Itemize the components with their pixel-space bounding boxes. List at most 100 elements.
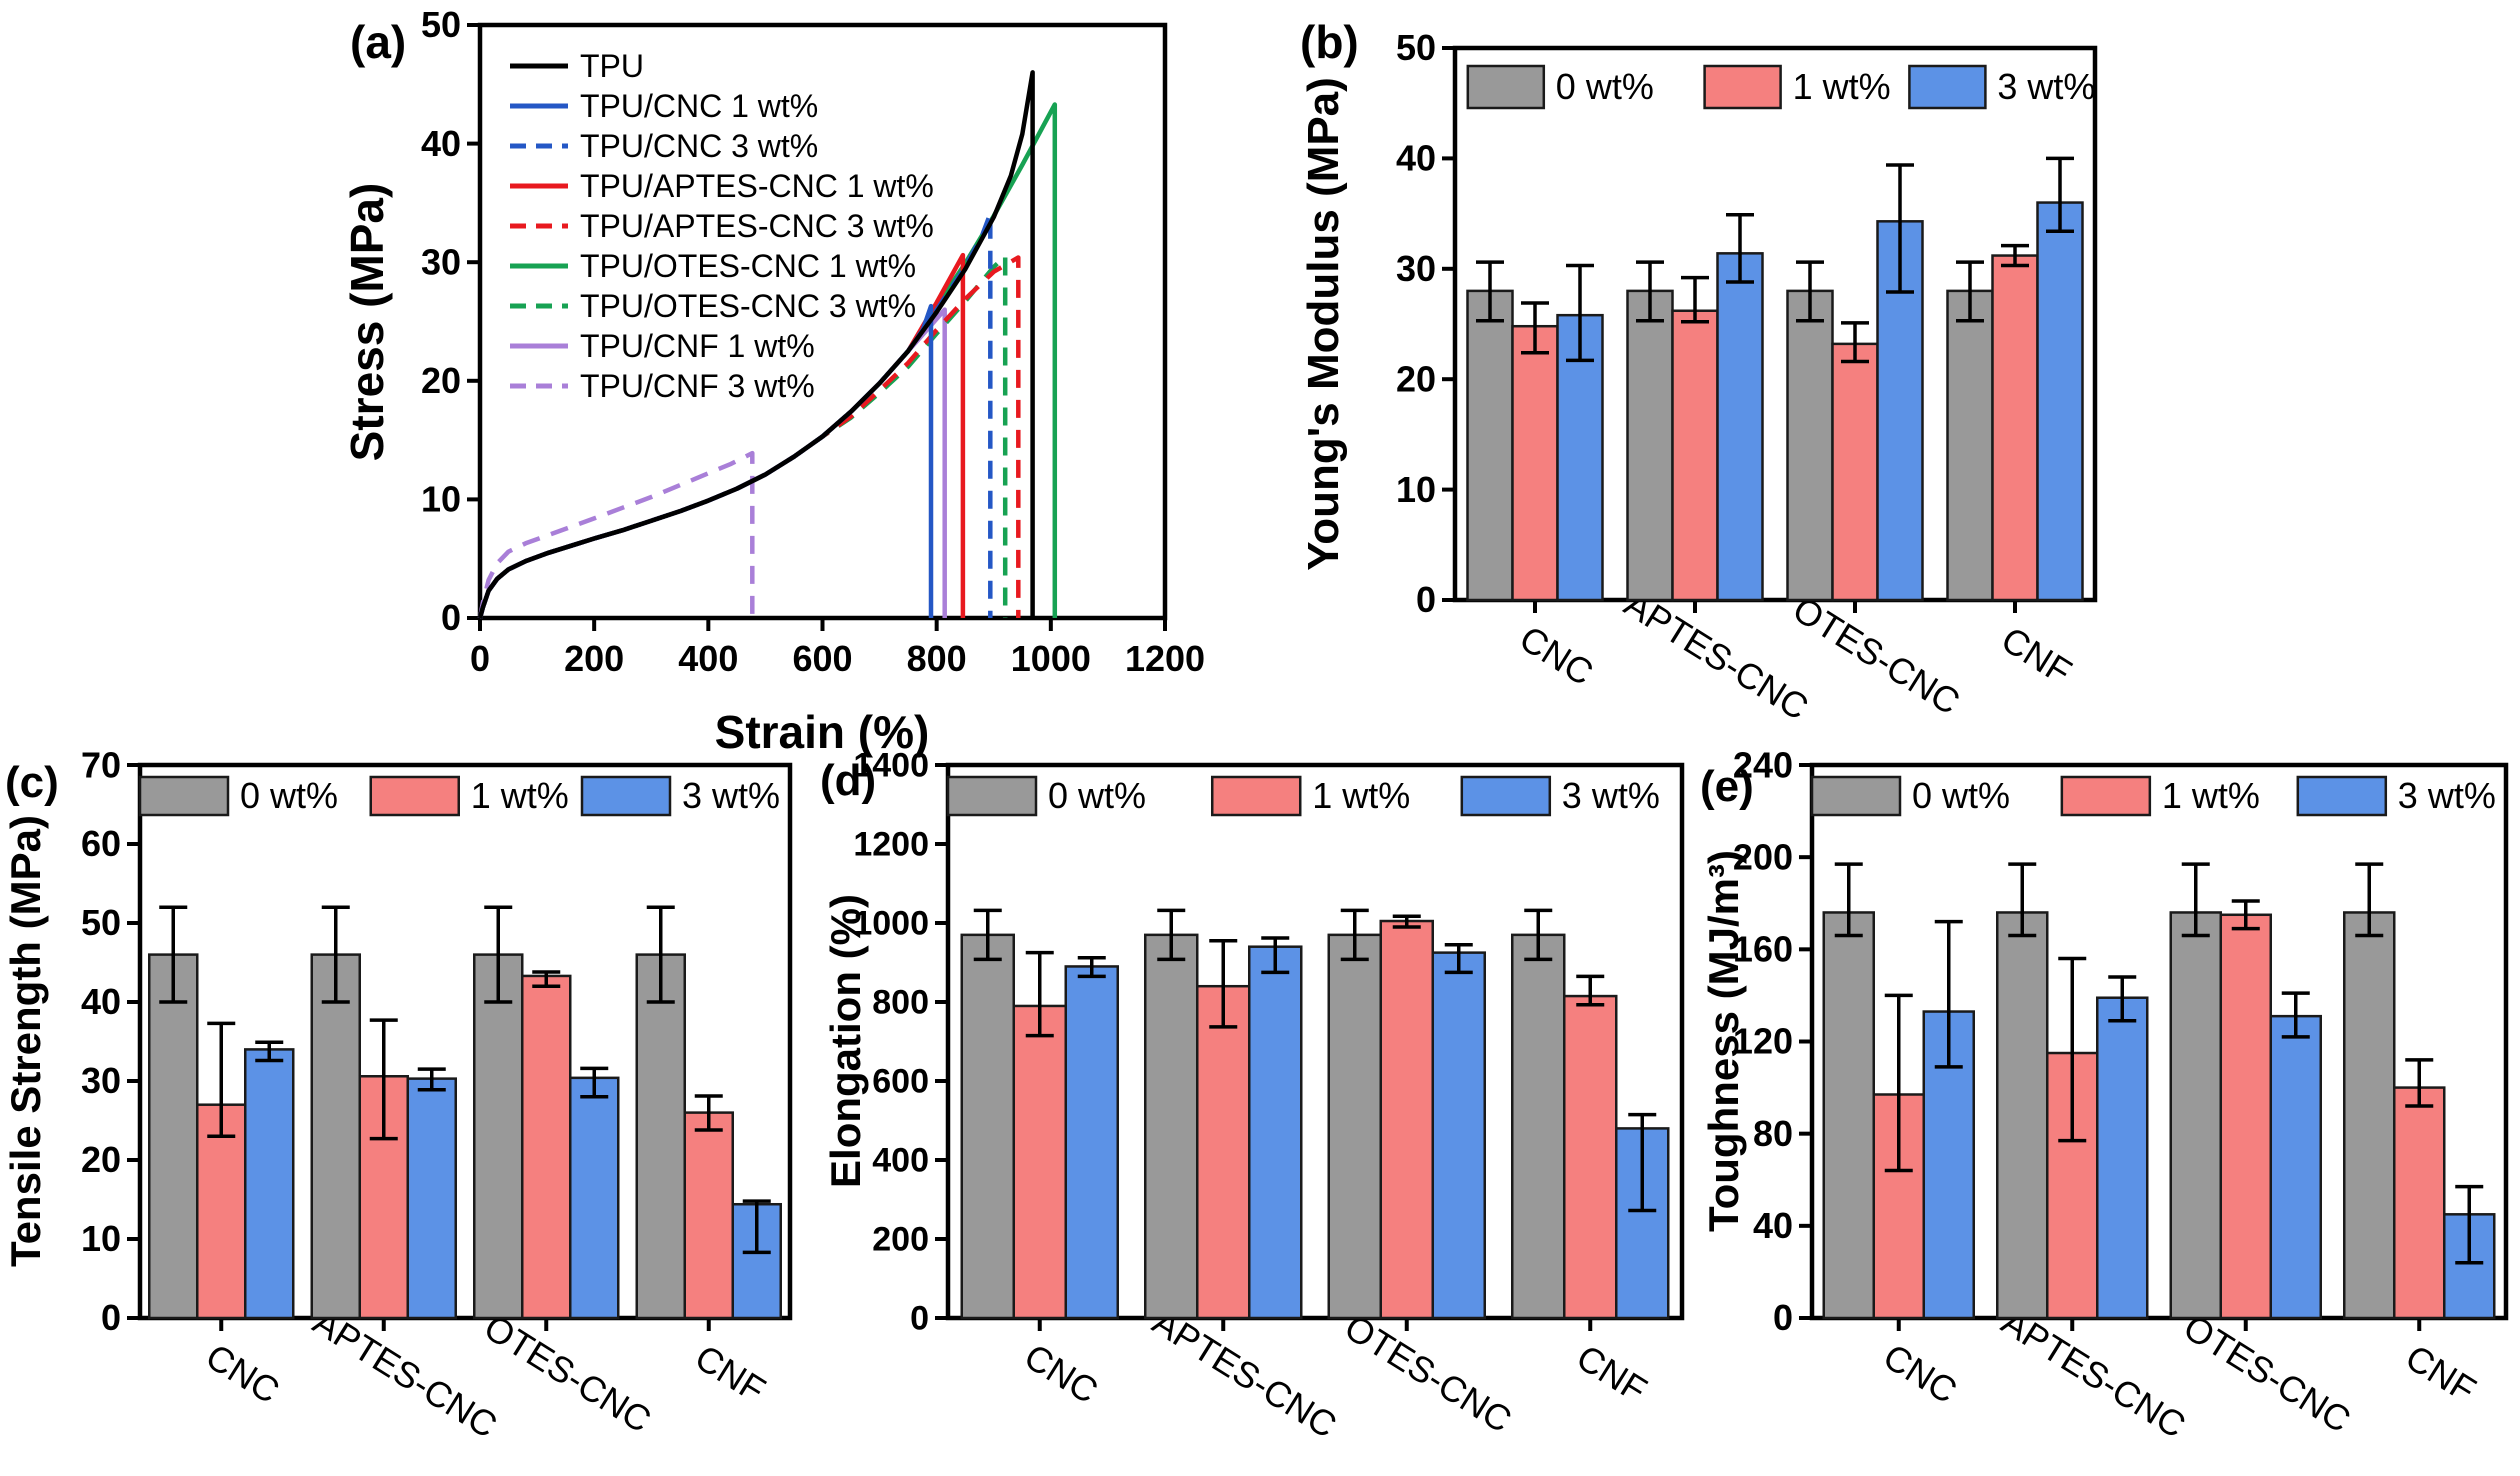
panel-d-elongation: 0 200 400 600 800 1000 1200 1400 (d) Elongation (… [820, 745, 1700, 1476]
category-label: OTES-CNC [477, 1306, 658, 1440]
stress-strain-chart: 0 10 20 30 40 50 (a) Stress (MPa) 0 200 400 600 800 1… [341, 4, 1205, 758]
bar-aptes-cnc-0wt% [310, 953, 361, 1320]
panel-letter: (c) [5, 758, 59, 807]
bar-otes-cnc-3wt% [1431, 951, 1486, 1320]
y-tick-label: 800 [872, 984, 929, 1022]
category-label: CNC [1876, 1335, 1964, 1411]
legend-label: 0 wt% [240, 775, 338, 816]
bar-cnf-3wt% [2443, 1213, 2496, 1320]
panel-letter: (d) [820, 756, 876, 805]
panel-b-youngs-modulus: 0 10 20 30 40 50 (b) Young's Modulus (MPa) CNC AP… [1260, 0, 2520, 745]
legend-swatch-1wt% [1703, 64, 1782, 110]
category-label: CNF [1570, 1336, 1654, 1410]
legend-label: TPU/CNC 1 wt% [580, 88, 818, 124]
y-tick-label: 240 [1733, 744, 1793, 785]
bar-otes-cnc-1wt% [521, 974, 572, 1320]
legend-label: 3 wt% [2398, 775, 2496, 816]
y-tick-label: 160 [1733, 929, 1793, 970]
bar-aptes-cnc-0wt% [1626, 289, 1674, 602]
legend-label: TPU/APTES-CNC 1 wt% [580, 168, 934, 204]
category-label: CNC [199, 1335, 287, 1411]
y-tick-label: 0 [1773, 1297, 1793, 1338]
tensile-strength-chart: 0 10 20 30 40 50 60 70 (c) Tensile Strength (MPa)… [2, 744, 793, 1446]
y-tick-label: 10 [81, 1218, 121, 1259]
legend-swatch-0wt% [1810, 775, 1902, 817]
bar-cnc-0wt% [148, 953, 199, 1320]
y-tick-label: 0 [101, 1297, 121, 1338]
y-tick-label: 10 [1396, 469, 1436, 510]
y-tick-label: 30 [81, 1060, 121, 1101]
category-label: CNF [688, 1336, 772, 1410]
bar-otes-cnc-3wt% [569, 1076, 620, 1320]
bar-otes-cnc-1wt% [2219, 913, 2272, 1320]
y-tick-label: 600 [872, 1063, 929, 1101]
category-label: APTES-CNC [1618, 583, 1816, 728]
plot-frame [945, 762, 1685, 1321]
category-label: CNC [1017, 1335, 1105, 1411]
category-label: OTES-CNC [2177, 1306, 2358, 1440]
legend-label: 1 wt% [1312, 775, 1410, 816]
x-tick-label: 0 [470, 638, 490, 679]
legend-label: TPU/CNF 1 wt% [580, 328, 815, 364]
category-label: APTES-CNC [1146, 1301, 1344, 1446]
bar-cnc-0wt% [960, 933, 1015, 1320]
legend-label: 1 wt% [1793, 66, 1891, 107]
youngs-modulus-chart: 0 10 20 30 40 50 (b) Young's Modulus (MPa) CNC AP… [1299, 16, 2098, 728]
legend-swatch-0wt% [138, 775, 230, 817]
plot-frame [1452, 45, 2098, 603]
legend-label: TPU/OTES-CNC 3 wt% [580, 288, 916, 324]
legend-label: 0 wt% [1556, 66, 1654, 107]
legend-label: 3 wt% [1562, 775, 1660, 816]
legend-swatch-3wt% [2296, 775, 2388, 817]
bar-cnc-1wt% [196, 1103, 247, 1320]
y-tick-label: 400 [872, 1142, 929, 1180]
curve-tpu-aptes-cnc-3-wt- [477, 255, 1021, 619]
x-tick-label: 1200 [1125, 638, 1205, 679]
bar-otes-cnc-0wt% [473, 953, 524, 1320]
y-axis-title: Tensile Strength (MPa) [2, 815, 49, 1267]
panel-a-stress-strain: 0 10 20 30 40 50 (a) Stress (MPa) 0 200 400 600 800 1… [0, 0, 1260, 770]
bar-cnc-0wt% [1822, 911, 1875, 1320]
legend-label: 3 wt% [682, 775, 780, 816]
legend-label: TPU/CNF 3 wt% [580, 368, 815, 404]
panel-e-toughness: 0 40 80 120 160 200 240 (e) Toughness (MJ/m³) CNC… [1700, 744, 2520, 1476]
legend-label: TPU/CNC 3 wt% [580, 128, 818, 164]
y-tick-label: 60 [81, 823, 121, 864]
y-tick-label: 80 [1753, 1113, 1793, 1154]
bar-aptes-cnc-1wt% [1196, 984, 1251, 1320]
x-tick-label: 800 [907, 638, 967, 679]
x-tick-label: 400 [678, 638, 738, 679]
legend-label: 1 wt% [2162, 775, 2260, 816]
legend-swatch-3wt% [1908, 64, 1987, 110]
elongation-chart: 0 200 400 600 800 1000 1200 1400(d) Elongation (… [820, 747, 1685, 1446]
panel-letter: (e) [1700, 762, 1754, 811]
bar-cnf-1wt% [1991, 254, 2039, 602]
bar-cnc-3wt% [1064, 965, 1119, 1320]
y-tick-label: 40 [1753, 1205, 1793, 1246]
legend-swatch-3wt% [1460, 775, 1552, 817]
bar-cnf-1wt% [2393, 1086, 2446, 1320]
y-tick-label: 30 [1396, 248, 1436, 289]
y-tick-label: 0 [1416, 579, 1436, 620]
x-axis-title: Strain (%) [715, 706, 930, 758]
y-tick-label: 40 [1396, 138, 1436, 179]
bar-aptes-cnc-3wt% [1248, 945, 1303, 1320]
panel-letter: (b) [1300, 16, 1359, 68]
bar-aptes-cnc-1wt% [1671, 309, 1719, 602]
y-tick-label: 40 [81, 981, 121, 1022]
y-axis-title: Toughness (MJ/m³) [1700, 850, 1747, 1232]
bar-aptes-cnc-3wt% [1716, 252, 1764, 602]
bar-cnf-0wt% [635, 953, 686, 1320]
y-tick-label: 1200 [853, 826, 929, 864]
legend-swatch-1wt% [2060, 775, 2152, 817]
legend-swatch-3wt% [580, 775, 672, 817]
bar-aptes-cnc-3wt% [2096, 996, 2149, 1320]
legend-label: TPU/APTES-CNC 3 wt% [580, 208, 934, 244]
legend-label: 1 wt% [471, 775, 569, 816]
y-tick-label: 50 [1396, 27, 1436, 68]
bar-cnf-0wt% [1946, 289, 1994, 602]
bar-cnc-3wt% [244, 1048, 295, 1320]
legend-label: 0 wt% [1912, 775, 2010, 816]
y-tick-label: 50 [421, 4, 461, 45]
